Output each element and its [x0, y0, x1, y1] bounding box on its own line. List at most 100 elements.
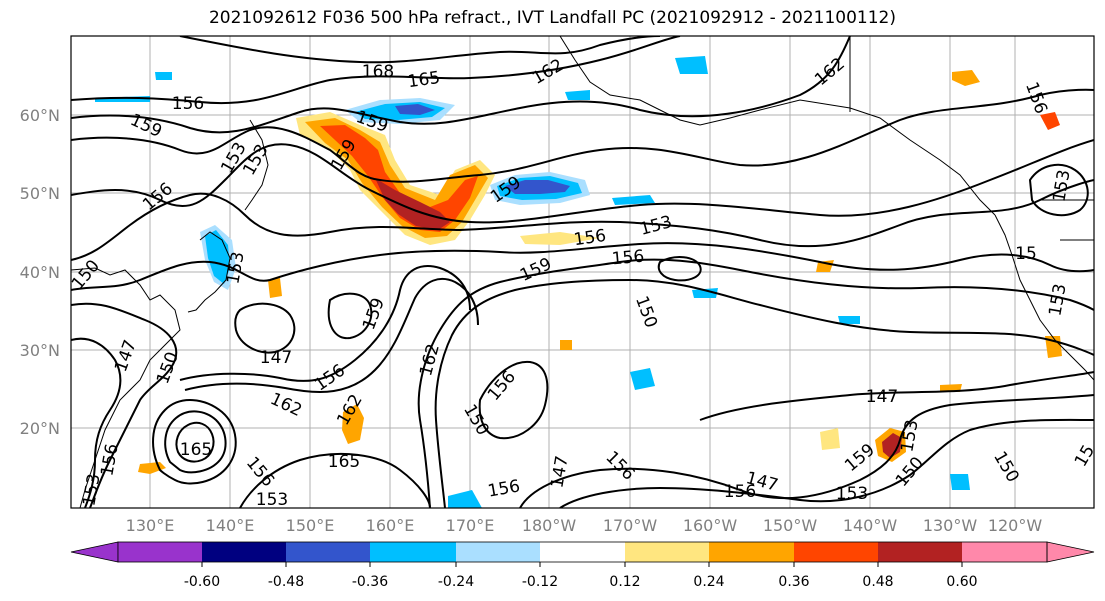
positive-anomaly-region: [882, 433, 902, 458]
contour-line: [71, 179, 1094, 261]
longitude-label: 160°W: [683, 516, 738, 535]
negative-anomaly-region: [395, 104, 435, 115]
contour-label: 153: [836, 484, 868, 504]
contour-label: 156: [724, 482, 756, 502]
colorbar-tick-label: -0.24: [438, 574, 474, 590]
contour-line: [152, 399, 237, 485]
longitude-label: 130°E: [126, 516, 175, 535]
contour-line: [417, 258, 1094, 508]
contour-line: [184, 278, 479, 393]
contour-line: [164, 410, 227, 474]
longitude-label: 160°E: [366, 516, 415, 535]
contour-line: [234, 302, 296, 354]
colorbar-segment: [540, 542, 625, 562]
colorbar-segment: [370, 542, 456, 562]
longitude-labels: 130°E 140°E 150°E 160°E 170°E 180°W 170°W 160°W…: [126, 516, 1043, 535]
colorbar-segment: [286, 542, 370, 562]
contour-line: [71, 242, 1094, 291]
contour-line: [559, 418, 1094, 508]
negative-anomaly-region: [838, 316, 860, 324]
latitude-label: 50°N: [20, 184, 60, 203]
negative-anomaly-region: [630, 368, 655, 390]
contour-line: [1028, 163, 1089, 217]
positive-anomaly-region: [820, 428, 840, 450]
colorbar-labels: -0.60 -0.48 -0.36 -0.24 -0.12 0.12 0.24 0.36 0.4…: [184, 562, 978, 590]
latitude-labels: 60°N 50°N 40°N 30°N 20°N: [20, 106, 60, 438]
contour-label: 156: [573, 226, 608, 250]
colorbar-tick-label: 0.24: [693, 574, 724, 590]
contour-line: [175, 421, 215, 463]
negative-anomaly-region: [448, 490, 482, 508]
longitude-label: 120°W: [988, 516, 1043, 535]
colorbar-segment: [709, 542, 794, 562]
latitude-label: 40°N: [20, 263, 60, 282]
longitude-label: 150°E: [286, 516, 335, 535]
positive-anomaly-region: [138, 462, 166, 474]
positive-anomaly-region: [520, 232, 600, 245]
positive-anomaly-region: [1040, 112, 1060, 130]
contour-label: 147: [260, 348, 292, 368]
negative-anomaly-region: [505, 180, 570, 194]
contour-line: [657, 256, 702, 282]
longitude-label: 150°W: [763, 516, 818, 535]
coastline-asia: [71, 267, 181, 508]
contour-label: 165: [328, 452, 360, 472]
colorbar-segment: [625, 542, 709, 562]
negative-anomaly-region: [692, 288, 718, 298]
contour-label: 168: [362, 62, 394, 82]
contour-line: [179, 36, 661, 64]
coastline-alaska: [559, 36, 996, 216]
positive-anomaly-region: [952, 70, 980, 86]
contour-label: 156: [611, 247, 645, 270]
colorbar-tick-label: -0.48: [268, 574, 304, 590]
colorbar-frame: [117, 541, 1048, 563]
contour-line: [327, 292, 373, 340]
positive-anomaly-region: [320, 125, 478, 232]
colorbar-tick-label: 0.12: [609, 574, 640, 590]
contour-line: [434, 278, 1094, 508]
contour-line: [71, 88, 1094, 183]
colorbar-tick-label: -0.36: [352, 574, 388, 590]
latitude-label: 60°N: [20, 106, 60, 125]
colorbar-extension-right: [1046, 541, 1095, 563]
positive-anomaly-region: [342, 404, 364, 444]
contour-label: 156: [172, 94, 204, 114]
longitude-label: 180°W: [522, 516, 577, 535]
contour-label: 165: [407, 68, 442, 92]
contour-line: [71, 337, 122, 508]
colorbar-extension-left: [70, 541, 119, 563]
positive-anomaly-region: [375, 178, 450, 230]
colorbar-segment: [456, 542, 540, 562]
negative-anomaly-region: [675, 56, 708, 74]
contour-label: 153: [256, 490, 288, 510]
contour-line: [239, 452, 431, 508]
negative-anomaly-region: [950, 474, 970, 490]
colorbar-segment: [202, 542, 286, 562]
contour-line: [519, 394, 1094, 508]
longitude-label: 170°E: [446, 516, 495, 535]
contour-label: 165: [180, 440, 212, 460]
longitude-label: 140°E: [206, 516, 255, 535]
coastline-kamchatka: [244, 119, 269, 211]
colorbar-segment: [962, 542, 1047, 562]
colorbar: [70, 541, 1095, 563]
colorbar-tick-label: -0.60: [184, 574, 220, 590]
contour-line: [71, 36, 851, 134]
colorbar-tick-label: 0.48: [862, 574, 893, 590]
contour-label: 15: [1071, 442, 1099, 471]
colorbar-tick-label: 0.36: [778, 574, 809, 590]
contour-line: [179, 265, 471, 382]
longitude-label: 140°W: [843, 516, 898, 535]
coastlines: [71, 36, 1094, 508]
coastline-north-america: [994, 214, 1094, 381]
colorbar-segment: [118, 542, 202, 562]
negative-anomaly-region: [565, 90, 590, 100]
colorbar-segment: [794, 542, 878, 562]
refractivity-contours: [71, 36, 1094, 508]
colorbar-tick-label: 0.60: [946, 574, 977, 590]
coastline-japan: [187, 231, 231, 313]
contour-line: [71, 302, 178, 508]
longitude-label: 170°W: [603, 516, 658, 535]
